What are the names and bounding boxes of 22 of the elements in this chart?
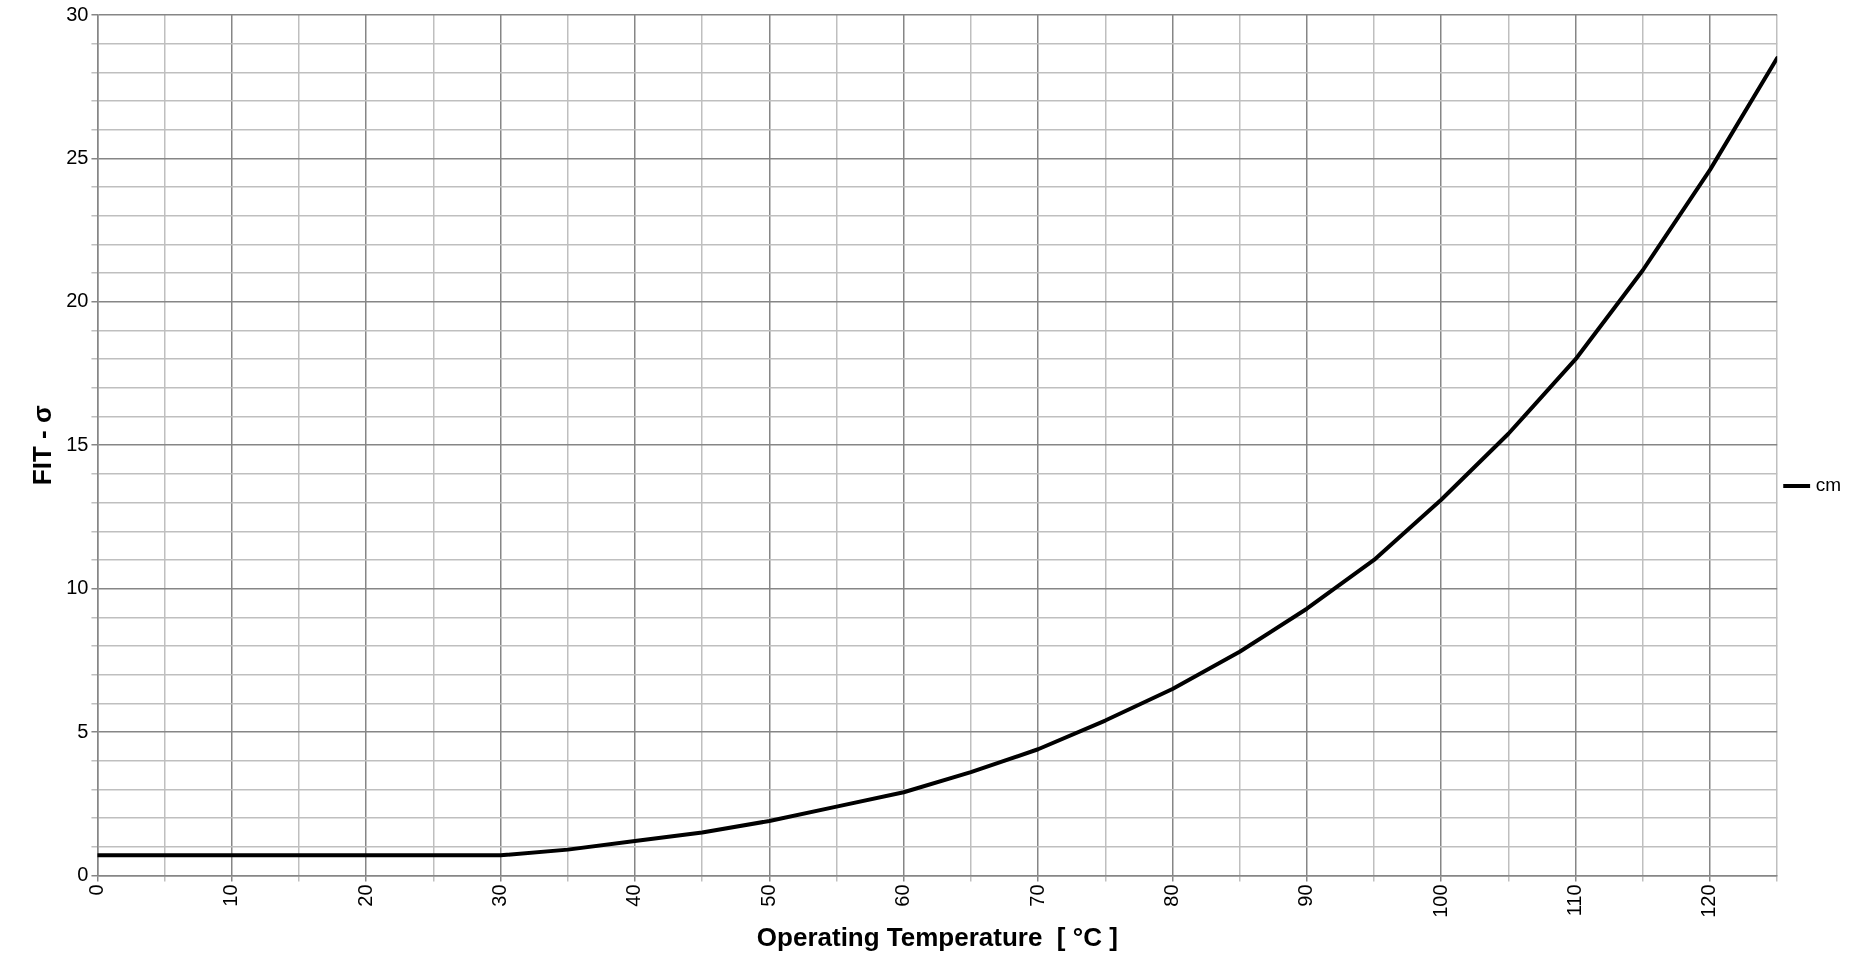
x-tick-label: 60 [891, 884, 914, 907]
y-tick-label: 25 [66, 145, 89, 168]
x-tick-label: 110 [1563, 884, 1586, 917]
x-tick-label: 120 [1697, 884, 1720, 918]
x-tick-label: 20 [353, 884, 376, 907]
x-axis-title: Operating Temperature [ °C ] [756, 921, 1118, 952]
x-tick-label: 10 [219, 884, 242, 907]
x-tick-label: 90 [1294, 884, 1317, 907]
y-tick-label: 15 [66, 432, 89, 455]
y-tick-label: 20 [66, 289, 89, 312]
y-tick-label: 10 [66, 576, 89, 599]
x-tick-label: 50 [756, 884, 779, 907]
y-tick-label: 30 [66, 2, 89, 25]
y-axis-title: FIT - σ [26, 405, 57, 486]
x-tick-label: 80 [1159, 884, 1182, 907]
x-tick-label: 100 [1428, 884, 1451, 918]
y-tick-label: 5 [77, 719, 89, 742]
x-tick-label: 70 [1025, 884, 1048, 907]
x-tick-label: 40 [622, 884, 645, 907]
x-tick-label: 30 [488, 884, 511, 907]
y-tick-label: 0 [77, 862, 89, 885]
legend-label: cm [1815, 474, 1841, 496]
